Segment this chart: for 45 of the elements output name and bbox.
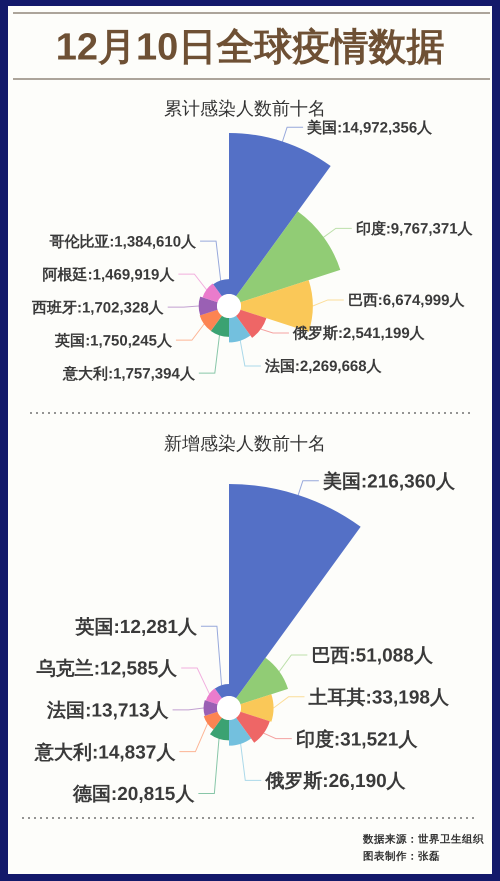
- data-label: :1,384,610人: [109, 233, 196, 250]
- category-label: 哥伦比亚: [49, 233, 110, 250]
- category-label: 巴西: [348, 292, 378, 310]
- category-label: 英国: [55, 332, 86, 350]
- text: 图表制作：张磊: [363, 850, 440, 863]
- source-note: 数据来源：世界卫生组织: [362, 832, 485, 846]
- data-label: :2,269,668人: [294, 358, 382, 376]
- data-label: :20,815人: [110, 784, 194, 806]
- category-label: 印度: [296, 729, 334, 750]
- data-label: :51,088人: [349, 646, 433, 667]
- data-label: :26,190人: [322, 771, 406, 792]
- category-label: 乌克兰: [36, 658, 94, 680]
- data-label: :2,541,199人: [338, 325, 425, 342]
- data-label: :13,713人: [85, 700, 169, 722]
- category-label: 美国: [322, 471, 361, 492]
- category-label: 印度: [356, 220, 386, 238]
- category-label: 意大利: [63, 365, 108, 382]
- category-label: 俄罗斯: [265, 771, 322, 792]
- text: 新增感染人数前十名: [164, 433, 326, 454]
- category-label: 德国: [72, 784, 111, 806]
- category-label: 土耳其: [308, 687, 366, 708]
- data-label: :1,469,919人: [88, 266, 174, 284]
- category-label: 美国: [307, 119, 338, 136]
- category-label: 巴西: [311, 646, 350, 667]
- data-label: :33,198人: [366, 687, 449, 708]
- data-label: :9,767,371人: [386, 220, 473, 238]
- data-label: :12,585人: [94, 658, 178, 680]
- category-label: 法国: [47, 700, 86, 722]
- data-label: :6,674,999人: [378, 292, 465, 310]
- data-label: :12,281人: [113, 616, 197, 638]
- data-label: :1,750,245人: [85, 332, 172, 350]
- category-label: 英国: [75, 616, 114, 638]
- category-label: 西班牙: [32, 299, 77, 316]
- data-label: :14,837人: [92, 742, 176, 764]
- data-label: :216,360人: [360, 471, 455, 492]
- text: 12月10日全球疫情数据: [56, 26, 444, 68]
- data-label: :1,702,328人: [76, 299, 164, 316]
- data-label: :31,521人: [334, 729, 418, 750]
- category-label: 俄罗斯: [292, 325, 338, 342]
- text: 累计感染人数前十名: [164, 98, 326, 118]
- data-label: :14,972,356人: [337, 119, 432, 136]
- category-label: 法国: [264, 358, 295, 376]
- category-label: 阿根廷: [42, 266, 88, 284]
- category-label: 意大利: [34, 742, 92, 764]
- data-label: :1,757,394人: [108, 365, 195, 382]
